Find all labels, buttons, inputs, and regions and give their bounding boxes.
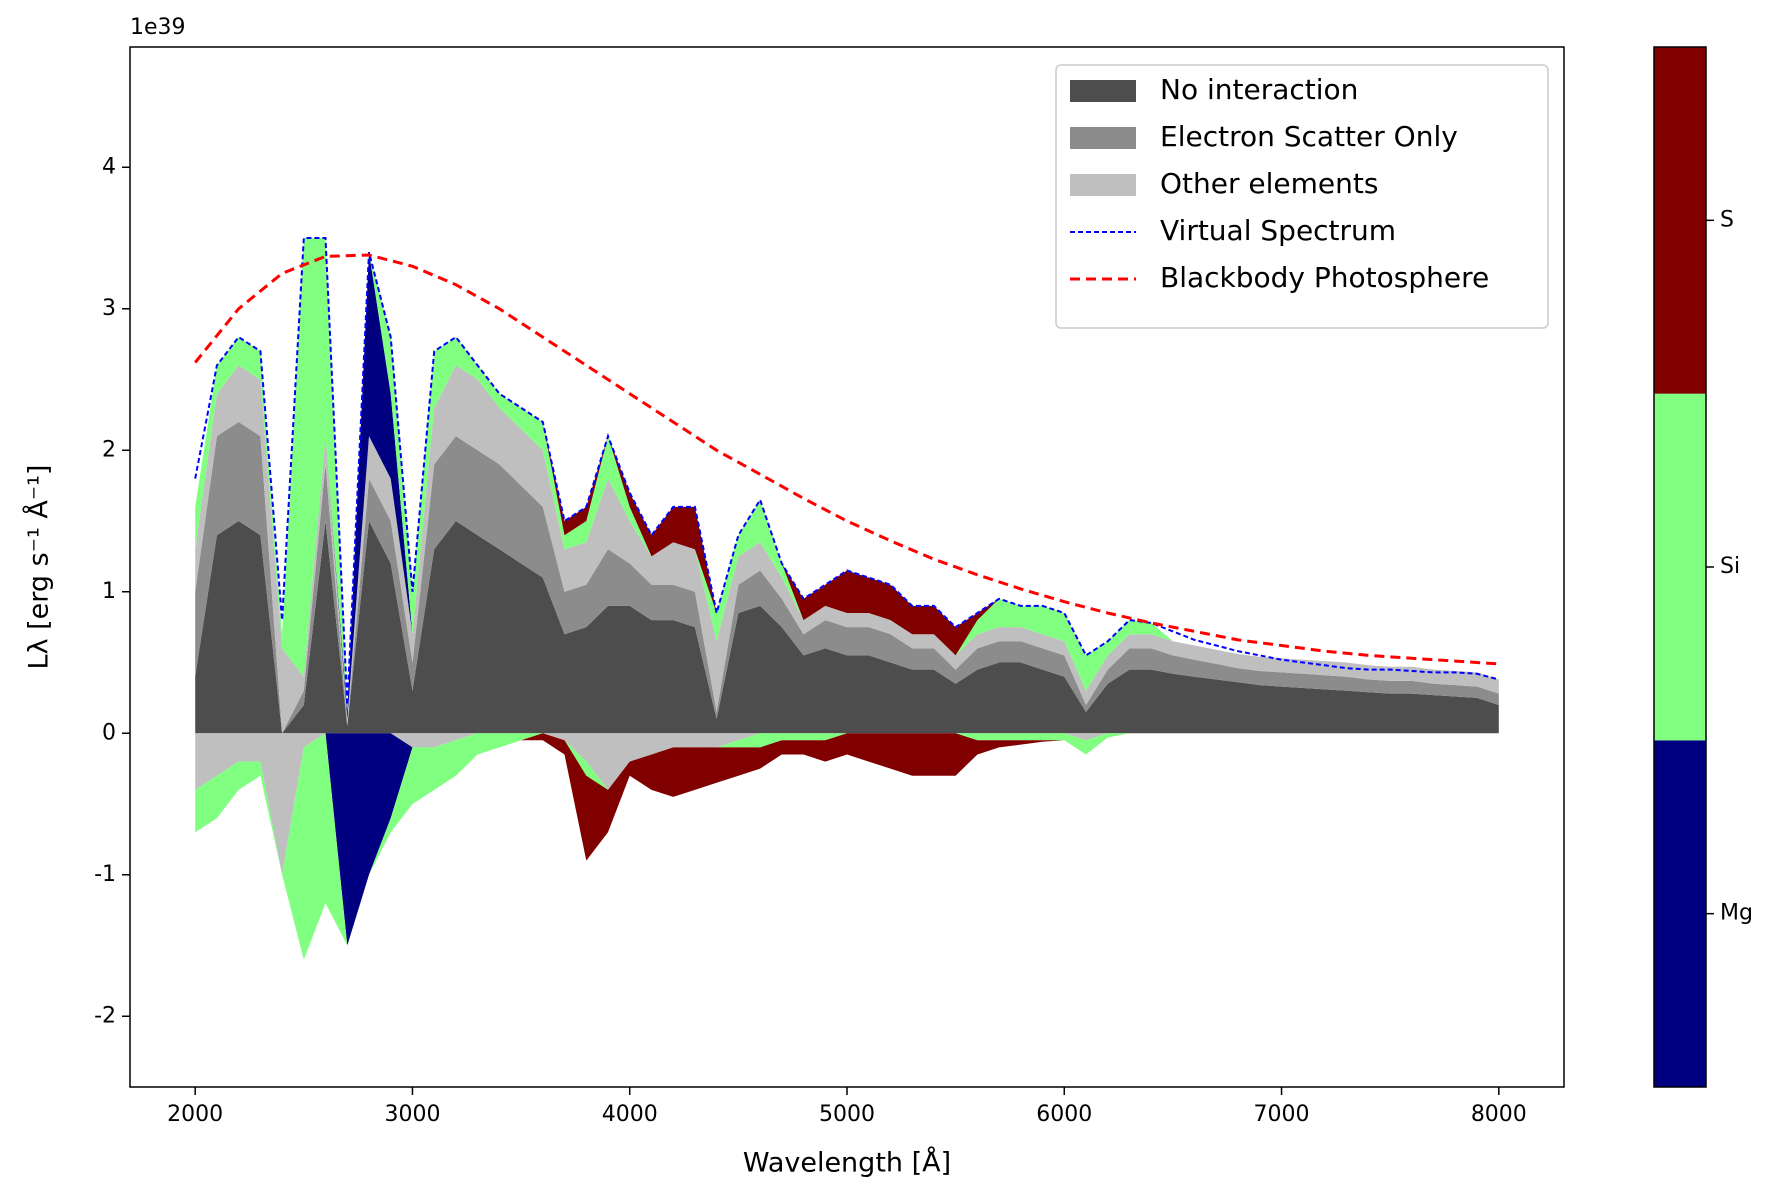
element-emission-area (195, 238, 1499, 712)
colorbar-frame (1653, 46, 1707, 1088)
legend-frame (1055, 64, 1549, 329)
legend-label: Electron Scatter Only (1160, 120, 1458, 153)
element-absorption-area (195, 733, 1499, 960)
legend-swatch (1070, 80, 1136, 102)
axes: 2000 3000 4000 5000 6000 7000 8000 -2 -1 0 1 2 3 4 (94, 154, 1527, 1127)
x-tick-label: 4000 (602, 1102, 658, 1127)
plot-area (194, 237, 1500, 960)
legend-swatch (1070, 127, 1136, 149)
x-tick-label: 3000 (384, 1102, 440, 1127)
x-tick-label: 2000 (167, 1102, 223, 1127)
offset-label: 1e39 (130, 15, 186, 40)
y-tick-label: 1 (102, 579, 116, 604)
colorbar-label: Si (1720, 554, 1740, 579)
x-tick-label: 5000 (819, 1102, 875, 1127)
y-tick-label: 2 (102, 437, 116, 462)
x-tick-label: 7000 (1254, 1102, 1310, 1127)
legend-label: Other elements (1160, 167, 1378, 200)
y-tick-label: 3 (102, 296, 116, 321)
x-axis-label: Wavelength [Å] (743, 1147, 951, 1179)
x-tick-label: 8000 (1471, 1102, 1527, 1127)
legend: No interaction Electron Scatter Only Other… (1055, 64, 1549, 329)
line (194, 237, 1500, 706)
y-tick-label: 4 (102, 154, 116, 179)
colorbar: Mg Si S (1653, 46, 1753, 1088)
y-tick-label: -2 (94, 1003, 116, 1028)
legend-label: Virtual Spectrum (1160, 214, 1396, 247)
element-absorption-area (195, 733, 1499, 946)
x-tick-label: 6000 (1036, 1102, 1092, 1127)
colorbar-segment (1654, 740, 1706, 1087)
line (194, 253, 1499, 666)
legend-label: No interaction (1160, 73, 1358, 106)
legend-label: Blackbody Photosphere (1160, 261, 1489, 294)
y-axis-label: Lλ [erg s⁻¹ Å⁻¹] (23, 465, 55, 670)
colorbar-label: S (1720, 207, 1734, 232)
colorbar-segment (1654, 47, 1706, 394)
area (195, 422, 1499, 734)
y-tick-label: 0 (102, 720, 116, 745)
y-tick-label: -1 (94, 862, 116, 887)
colorbar-label: Mg (1720, 901, 1753, 926)
legend-swatch (1070, 174, 1136, 196)
area (195, 521, 1499, 734)
colorbar-segment (1654, 393, 1706, 741)
area (195, 365, 1499, 734)
